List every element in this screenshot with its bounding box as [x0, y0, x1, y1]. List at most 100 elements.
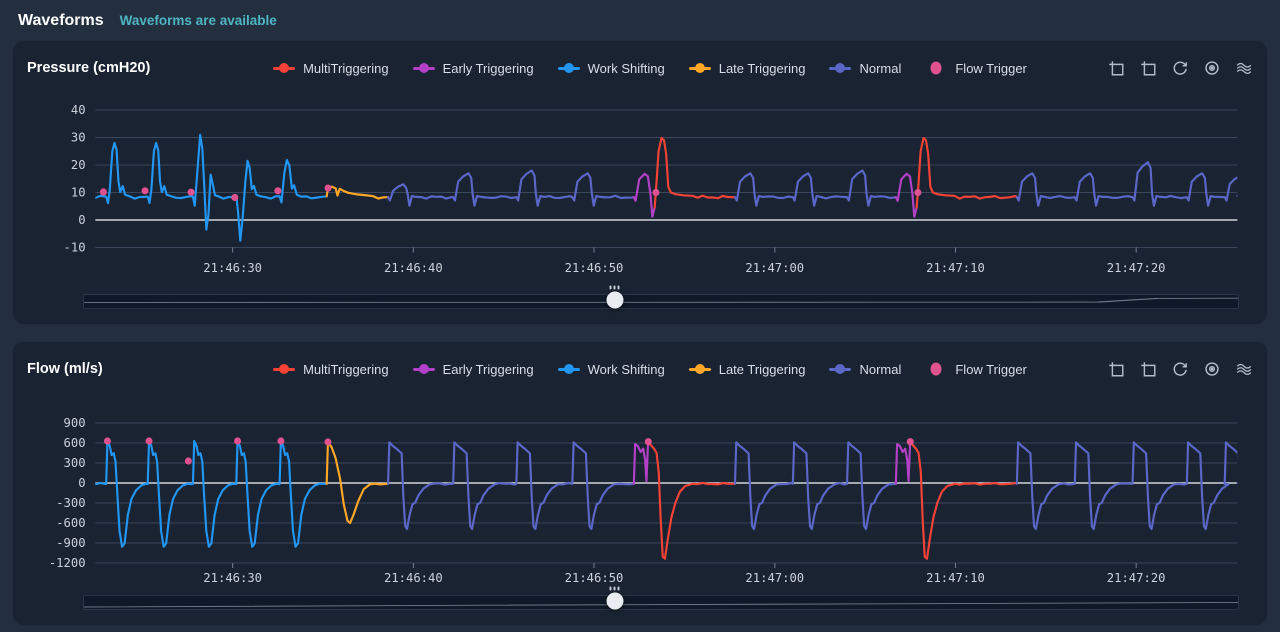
waveform [95, 437, 1238, 560]
legend-item-work-shifting[interactable]: Work Shifting [557, 362, 665, 377]
target-icon[interactable] [1203, 360, 1221, 378]
legend-marker [925, 362, 947, 376]
pressure-panel-header: Pressure (cmH20) MultiTriggering Early T… [27, 51, 1253, 85]
slider-handle[interactable] [606, 285, 624, 309]
legend-label: Late Triggering [718, 60, 806, 76]
slider-handle[interactable] [606, 586, 624, 610]
legend-label: MultiTriggering [303, 60, 389, 76]
flow-trigger-marker [103, 437, 111, 445]
box-clear-icon[interactable] [1139, 360, 1157, 378]
page-title: Waveforms [18, 12, 104, 29]
legend-label: Flow Trigger [955, 361, 1027, 377]
legend-label: Late Triggering [718, 361, 806, 377]
legend: MultiTriggering Early Triggering Work Sh… [207, 61, 1093, 76]
slider-track[interactable] [83, 294, 1239, 309]
y-tick-label: 30 [71, 130, 86, 144]
x-tick-label: 21:47:00 [745, 571, 804, 585]
flow-trigger-marker [324, 184, 332, 192]
flow-trigger-marker [187, 188, 195, 196]
legend-item-normal[interactable]: Normal [829, 362, 901, 377]
waves-icon[interactable] [1235, 360, 1253, 378]
y-tick-label: -10 [64, 240, 86, 254]
legend-item-multitriggering[interactable]: MultiTriggering [273, 362, 389, 377]
legend-marker [273, 61, 296, 75]
y-tick-label: 20 [71, 158, 86, 172]
flow-trigger-marker [274, 187, 282, 195]
waveform-segment [632, 440, 650, 485]
flow-trigger-marker [99, 188, 107, 196]
x-tick-label: 21:47:10 [926, 571, 985, 585]
waveform-segment [915, 136, 1018, 209]
x-tick-label: 21:46:40 [384, 571, 443, 585]
pressure-chart[interactable]: 40 30 20 10 0 -10 21:46:30 21:46:40 21:46:50 21:4… [27, 85, 1253, 290]
waves-icon[interactable] [1235, 59, 1253, 77]
flow-panel-header: Flow (ml/s) MultiTriggering Early Trigge… [27, 352, 1253, 386]
chart-toolbar [1107, 360, 1253, 378]
waveform-segment [95, 133, 328, 242]
legend-label: Normal [859, 361, 902, 377]
legend-item-late-triggering[interactable]: Late Triggering [688, 361, 806, 377]
legend-label: MultiTriggering [303, 361, 389, 377]
flow-trigger-marker [652, 188, 660, 197]
flow-trigger-marker [231, 193, 239, 202]
y-tick-label: 10 [71, 185, 86, 199]
legend-marker [273, 362, 296, 376]
x-tick-label: 21:46:50 [565, 571, 624, 585]
time-range-slider[interactable] [83, 285, 1239, 309]
waveform-segment [733, 441, 897, 531]
x-tick-label: 21:46:40 [384, 261, 443, 275]
y-tick-label: 600 [64, 436, 86, 450]
box-clear-icon[interactable] [1139, 59, 1157, 77]
x-tick-label: 21:46:30 [203, 261, 262, 275]
legend-marker [557, 362, 580, 376]
slider-track[interactable] [83, 595, 1239, 610]
legend-item-flow-trigger[interactable]: Flow Trigger [925, 362, 1027, 377]
legend-marker [412, 61, 435, 75]
page-header: Waveforms Waveforms are available [12, 8, 1268, 40]
flow-chart[interactable]: 900 600 300 0 -300 -600 -900 -1200 21:46:30 21:46… [27, 386, 1253, 591]
chart-title-pressure: Pressure (cmH20) [27, 60, 151, 76]
x-tick-label: 21:46:30 [203, 571, 262, 585]
y-tick-label: -1200 [49, 556, 86, 570]
legend-marker [925, 61, 947, 75]
legend-item-late-triggering[interactable]: Late Triggering [688, 60, 806, 76]
x-tick-label: 21:46:50 [565, 261, 624, 275]
waveform-segment [647, 440, 737, 560]
target-icon[interactable] [1203, 59, 1221, 77]
legend-marker [829, 362, 852, 376]
legend: MultiTriggering Early Triggering Work Sh… [207, 362, 1093, 377]
waveform-segment [1015, 161, 1238, 207]
pressure-panel: Pressure (cmH20) MultiTriggering Early T… [12, 40, 1268, 325]
waveform-segment [894, 172, 918, 218]
reset-zoom-icon[interactable] [1171, 59, 1189, 77]
flow-trigger-marker [184, 457, 192, 465]
waveform-segment [909, 440, 1018, 560]
reset-zoom-icon[interactable] [1171, 360, 1189, 378]
x-tick-label: 21:47:20 [1107, 261, 1166, 275]
x-tick-label: 21:47:00 [745, 261, 804, 275]
legend-item-early-triggering[interactable]: Early Triggering [412, 61, 534, 76]
flow-panel: Flow (ml/s) MultiTriggering Early Trigge… [12, 341, 1268, 626]
legend-marker [688, 61, 711, 75]
chart-title-flow: Flow (ml/s) [27, 361, 103, 377]
legend-item-multitriggering[interactable]: MultiTriggering [273, 61, 389, 76]
box-select-icon[interactable] [1107, 59, 1125, 77]
time-range-slider[interactable] [83, 586, 1239, 610]
legend-marker [688, 362, 711, 376]
legend-item-work-shifting[interactable]: Work Shifting [557, 60, 665, 76]
legend-item-flow-trigger[interactable]: Flow Trigger [925, 61, 1027, 76]
legend-item-early-triggering[interactable]: Early Triggering [412, 362, 534, 377]
legend-label: Work Shifting [587, 60, 665, 76]
waveform-segment [325, 185, 390, 200]
y-tick-label: -600 [56, 516, 85, 530]
y-tick-label: 300 [64, 456, 86, 470]
waveform-segment [386, 169, 635, 207]
y-tick-label: 900 [64, 416, 86, 430]
legend-item-normal[interactable]: Normal [829, 61, 901, 76]
legend-label: Normal [859, 60, 902, 76]
status-text: Waveforms are available [119, 13, 277, 28]
box-select-icon[interactable] [1107, 360, 1125, 378]
waveform-segment [733, 169, 897, 207]
waveform-segment [632, 172, 656, 218]
flow-trigger-marker [906, 438, 914, 446]
